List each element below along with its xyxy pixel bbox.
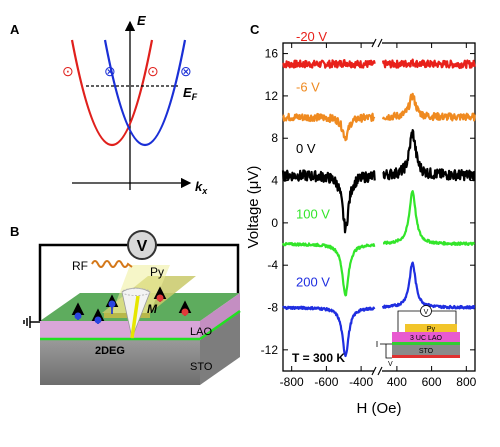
panel-a-label: A <box>10 22 20 37</box>
x-tick-label: -400 <box>349 375 373 389</box>
x-tick-label: 800 <box>456 375 476 389</box>
inset-wire <box>432 310 457 324</box>
series-line <box>281 241 376 297</box>
inset-voltmeter-label: V <box>424 309 429 316</box>
magnetization-label: M <box>147 302 158 316</box>
electron-icon <box>74 312 82 320</box>
series-label: -6 V <box>296 80 320 95</box>
voltmeter-label: V <box>137 238 148 255</box>
series-label: 200 V <box>296 274 330 289</box>
lao-label: LAO <box>190 326 212 338</box>
series-label: -20 V <box>296 29 327 44</box>
x-tick-label: 600 <box>422 375 442 389</box>
series-line <box>282 305 376 358</box>
y-tick-label: 12 <box>265 89 279 103</box>
electron-icon <box>94 316 102 324</box>
series-line <box>381 261 476 310</box>
panel-b-label: B <box>10 224 19 239</box>
axis-break-mark <box>371 38 377 48</box>
x-tick-label: 400 <box>387 375 407 389</box>
spin-out-icon: ⊙ <box>147 63 159 79</box>
axis-break-gap <box>374 366 382 376</box>
momentum-axis-label: kx <box>195 179 208 196</box>
series-line <box>382 129 476 182</box>
series-line <box>381 92 476 122</box>
spin-in-icon: ⊗ <box>104 63 116 79</box>
twodeg-side-line <box>199 309 241 341</box>
plot-series <box>281 58 476 358</box>
lao-side-face <box>200 293 240 340</box>
precession-orbit <box>121 288 151 296</box>
lao-front-face <box>40 321 200 340</box>
y-tick-label: -8 <box>267 301 278 315</box>
y-tick-label: 4 <box>271 174 278 188</box>
series-label: 0 V <box>296 141 316 156</box>
series-line <box>382 190 476 246</box>
series-line <box>281 169 376 234</box>
inset-lao-layer <box>392 332 460 342</box>
circuit-wire-right <box>156 243 240 293</box>
inset-sto-label: STO <box>419 348 434 355</box>
sto-front-face <box>40 340 200 385</box>
inset-twodeg-layer <box>392 342 460 345</box>
twodeg-label: 2DEG <box>95 345 125 357</box>
series-line <box>381 58 476 69</box>
spin-down-band <box>103 39 187 147</box>
series-label: 100 V <box>296 207 330 222</box>
inset-py-label: Py <box>427 326 436 333</box>
spin-up-band <box>70 39 154 147</box>
axis-break-mark <box>377 366 383 376</box>
inset-gate-label: V <box>388 361 393 368</box>
inset-wire <box>385 344 392 359</box>
axis-break-gap <box>374 38 382 48</box>
y-axis-label: Voltage (μV) <box>245 166 262 249</box>
axis-break-mark <box>371 366 377 376</box>
circuit-wire-left <box>38 243 128 321</box>
panel-a: A E kx EF ⊙ ⊗ ⊙ ⊗ <box>10 13 208 196</box>
electron-icon <box>181 308 189 316</box>
inset-py-layer <box>405 324 457 332</box>
y-tick-label: 16 <box>265 47 279 61</box>
inset-gate-layer <box>392 355 460 358</box>
y-tick-label: 8 <box>271 131 278 145</box>
sto-side-face <box>200 312 240 385</box>
series-labels: -20 V -6 V 0 V 100 V 200 V <box>296 29 330 289</box>
x-tick-label: -800 <box>280 375 304 389</box>
spin-electrons <box>71 286 192 324</box>
fermi-level-label: EF <box>183 85 198 102</box>
spin-in-icon: ⊗ <box>180 63 192 79</box>
sto-label: STO <box>190 361 213 373</box>
axis-ticks: -12 -8 -4 0 4 8 12 16 -800 -600 -400 400 600 800 <box>261 43 477 389</box>
voltmeter-icon <box>127 230 157 260</box>
spin-out-icon: ⊙ <box>62 63 74 79</box>
inset-schematic: Py 3 UC LAO STO V V <box>376 305 460 368</box>
energy-axis-label: E <box>137 13 146 28</box>
series-line <box>282 59 376 69</box>
x-tick-label: -600 <box>314 375 338 389</box>
panel-c: C -12 -8 -4 0 4 8 12 16 -800 -600 -400 400 600 800 -2… <box>245 22 477 417</box>
y-tick-label: -12 <box>261 343 279 357</box>
rf-wave-icon <box>91 260 133 268</box>
y-tick-label: 0 <box>271 216 278 230</box>
magnetization-vector <box>130 295 140 339</box>
electron-icon <box>108 300 116 308</box>
temperature-label: T = 300 K <box>292 351 345 365</box>
py-label: Py <box>150 265 164 279</box>
panel-b: B V RF Py M <box>10 224 241 385</box>
inset-voltmeter-icon <box>420 305 432 317</box>
inset-lao-label: 3 UC LAO <box>410 335 442 342</box>
axis-break-marks <box>371 38 383 376</box>
panel-c-label: C <box>250 22 260 37</box>
inset-sto-layer <box>392 345 460 355</box>
x-axis-label: H (Oe) <box>357 400 402 417</box>
rf-label: RF <box>72 259 88 273</box>
electron-icon <box>156 294 164 302</box>
inset-wire <box>397 310 420 332</box>
y-tick-label: -4 <box>267 258 278 272</box>
axis-break-mark <box>377 38 383 48</box>
series-line <box>282 112 376 142</box>
